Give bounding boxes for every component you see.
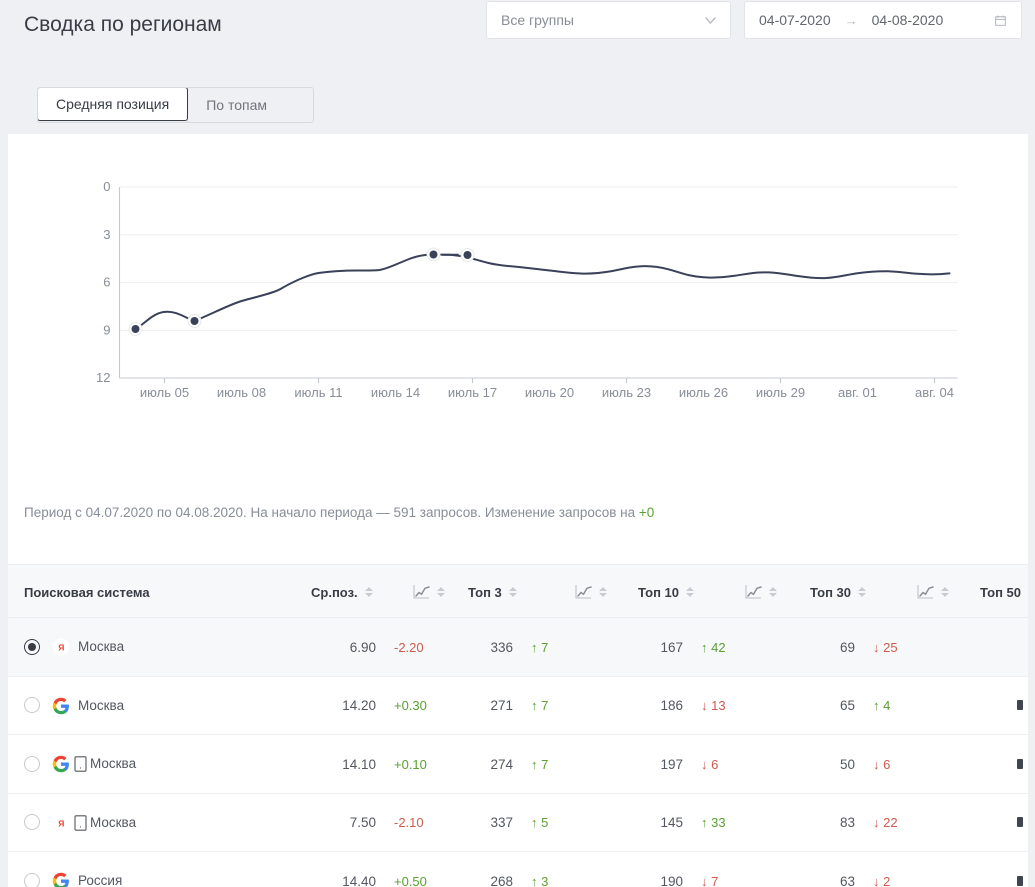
svg-text:3: 3	[103, 227, 110, 242]
svg-text:июль 26: июль 26	[679, 385, 728, 400]
svg-text:июль 08: июль 08	[217, 385, 266, 400]
svg-text:июль 14: июль 14	[371, 385, 420, 400]
svg-text:июль 23: июль 23	[602, 385, 651, 400]
svg-text:12: 12	[96, 370, 110, 385]
svg-text:авг. 04: авг. 04	[915, 385, 954, 400]
svg-text:июль 17: июль 17	[448, 385, 497, 400]
svg-text:июль 05: июль 05	[140, 385, 189, 400]
svg-text:июль 20: июль 20	[525, 385, 574, 400]
svg-text:Я: Я	[58, 642, 64, 652]
svg-text:июль 29: июль 29	[756, 385, 805, 400]
svg-text:6: 6	[103, 275, 110, 290]
svg-text:авг. 01: авг. 01	[838, 385, 877, 400]
svg-text:0: 0	[103, 179, 110, 194]
svg-text:Я: Я	[58, 818, 64, 828]
svg-text:июль 11: июль 11	[294, 385, 342, 400]
svg-text:9: 9	[103, 322, 110, 337]
